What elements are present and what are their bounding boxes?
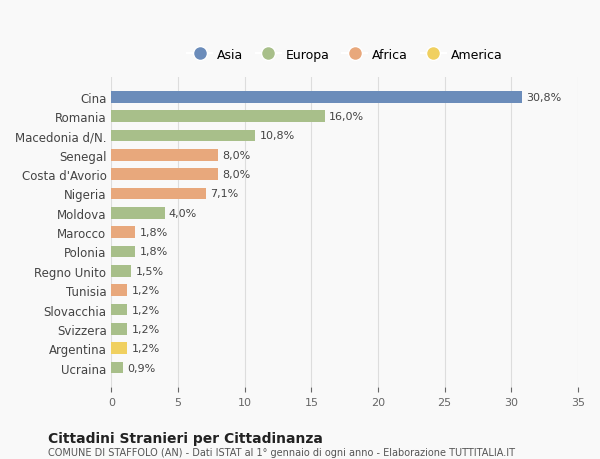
- Text: 1,2%: 1,2%: [131, 343, 160, 353]
- Text: 7,1%: 7,1%: [210, 189, 238, 199]
- Bar: [112, 343, 127, 354]
- Bar: [112, 304, 127, 316]
- Text: 1,2%: 1,2%: [131, 324, 160, 334]
- Text: COMUNE DI STAFFOLO (AN) - Dati ISTAT al 1° gennaio di ogni anno - Elaborazione T: COMUNE DI STAFFOLO (AN) - Dati ISTAT al …: [48, 447, 515, 457]
- Text: 8,0%: 8,0%: [222, 170, 250, 180]
- Bar: [112, 207, 164, 219]
- Bar: [112, 265, 131, 277]
- Bar: [112, 362, 124, 374]
- Text: 1,8%: 1,8%: [139, 247, 167, 257]
- Text: 1,5%: 1,5%: [136, 266, 163, 276]
- Bar: [112, 323, 127, 335]
- Bar: [112, 92, 522, 103]
- Bar: [112, 188, 206, 200]
- Text: 30,8%: 30,8%: [526, 93, 561, 102]
- Text: 4,0%: 4,0%: [169, 208, 197, 218]
- Text: 0,9%: 0,9%: [127, 363, 155, 373]
- Bar: [112, 285, 127, 297]
- Bar: [112, 246, 136, 257]
- Bar: [112, 130, 256, 142]
- Bar: [112, 111, 325, 123]
- Bar: [112, 227, 136, 238]
- Text: 10,8%: 10,8%: [259, 131, 295, 141]
- Text: 1,8%: 1,8%: [139, 228, 167, 238]
- Text: 16,0%: 16,0%: [329, 112, 364, 122]
- Text: 1,2%: 1,2%: [131, 285, 160, 296]
- Bar: [112, 150, 218, 161]
- Text: 8,0%: 8,0%: [222, 151, 250, 160]
- Bar: [112, 169, 218, 180]
- Legend: Asia, Europa, Africa, America: Asia, Europa, Africa, America: [182, 44, 508, 67]
- Text: 1,2%: 1,2%: [131, 305, 160, 315]
- Text: Cittadini Stranieri per Cittadinanza: Cittadini Stranieri per Cittadinanza: [48, 431, 323, 445]
